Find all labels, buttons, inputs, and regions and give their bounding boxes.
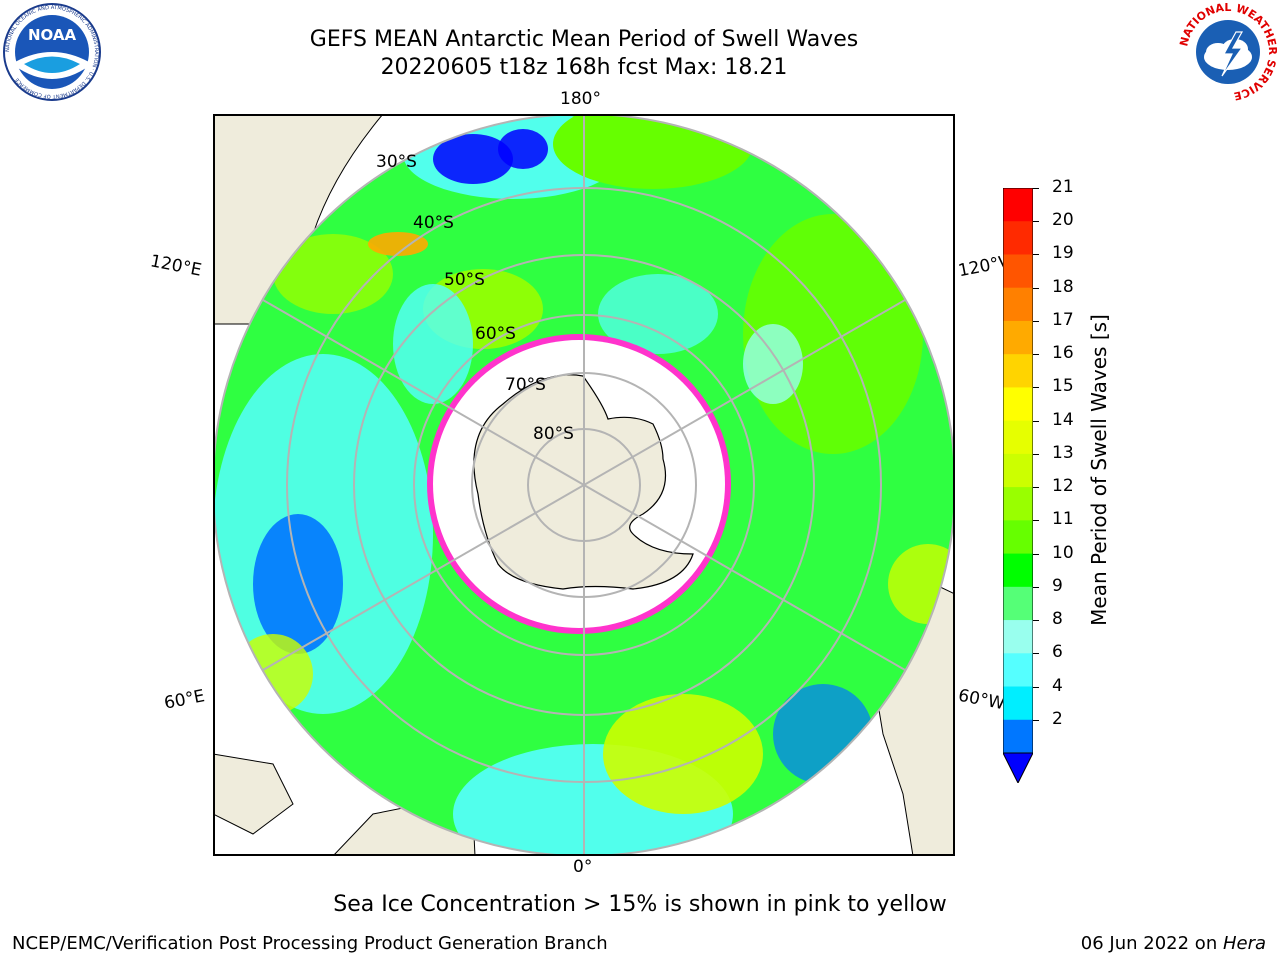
lon-label-0: 0°: [573, 857, 593, 877]
colorbar-segment: [1003, 487, 1033, 521]
colorbar-tick-label: 19: [1052, 243, 1074, 264]
colorbar-tick-label: 16: [1052, 343, 1074, 364]
colorbar-tick-mark: [1033, 520, 1039, 522]
colorbar-segment: [1003, 586, 1033, 621]
colorbar-segment: [1003, 287, 1033, 322]
land-africa-island: [213, 753, 294, 835]
colorbar-tick-mark: [1033, 320, 1039, 322]
colorbar-tick-mark: [1033, 420, 1039, 422]
colorbar-segment: [1003, 420, 1033, 455]
noaa-logo: NOAA NATIONAL OCEANIC AND ATMOSPHERIC AD…: [2, 2, 102, 102]
colorbar-tick-label: 12: [1052, 476, 1074, 497]
lat-label-40s: 40°S: [413, 213, 454, 233]
colorbar-tick-label: 10: [1052, 542, 1074, 563]
colorbar-segment: [1003, 653, 1033, 688]
colorbar-extend-triangle: [1002, 752, 1034, 785]
lon-label-60e: 60°E: [162, 686, 207, 714]
colorbar-segment: [1003, 254, 1033, 289]
colorbar-tick-mark: [1033, 453, 1039, 455]
sea-ice-caption: Sea Ice Concentration > 15% is shown in …: [333, 892, 947, 917]
colorbar-tick-label: 2: [1052, 708, 1063, 729]
colorbar-tick-mark: [1033, 586, 1039, 588]
footer-branch: NCEP/EMC/Verification Post Processing Pr…: [12, 933, 608, 954]
lon-label-120e: 120°E: [148, 251, 204, 281]
colorbar-tick-label: 9: [1052, 575, 1063, 596]
colorbar-tick-label: 4: [1052, 675, 1063, 696]
colorbar-tick-mark: [1033, 254, 1039, 256]
colorbar-segment: [1003, 320, 1033, 355]
colorbar-tick-mark: [1033, 620, 1039, 622]
colorbar-segment: [1003, 453, 1033, 488]
colorbar-tick-mark: [1033, 221, 1039, 223]
colorbar-tick-label: 21: [1052, 177, 1074, 197]
footer-date: 06 Jun 2022 on Hera: [1081, 933, 1266, 954]
colorbar-tick-mark: [1033, 653, 1039, 655]
colorbar-tick-mark: [1033, 188, 1039, 189]
colorbar-segment: [1003, 686, 1033, 721]
colorbar-tick-mark: [1033, 354, 1039, 356]
lat-label-50s: 50°S: [444, 270, 485, 290]
footer-date-text: 06 Jun 2022 on: [1080, 933, 1223, 954]
colorbar-tick-label: 8: [1052, 609, 1063, 630]
colorbar-segment: [1003, 719, 1033, 754]
colorbar-tick-label: 13: [1052, 442, 1074, 463]
colorbar-segment: [1003, 188, 1033, 222]
colorbar-tick-label: 15: [1052, 376, 1074, 397]
colorbar-tick-label: 20: [1052, 210, 1074, 231]
colorbar-tick-label: 17: [1052, 309, 1074, 330]
lon-label-180: 180°: [560, 89, 601, 109]
colorbar-segment: [1003, 354, 1033, 388]
colorbar-tick-label: 6: [1052, 642, 1063, 663]
colorbar-tick-label: 11: [1052, 509, 1074, 530]
footer-host: Hera: [1222, 933, 1266, 954]
polar-map: [212, 113, 956, 857]
colorbar-tick-label: 14: [1052, 409, 1074, 430]
lat-label-70s: 70°S: [505, 375, 546, 395]
colorbar-tick-mark: [1033, 719, 1039, 721]
nws-logo: NATIONAL WEATHER SERVICE: [1177, 1, 1279, 103]
colorbar-tick-label: 18: [1052, 276, 1074, 297]
colorbar: [1002, 187, 1034, 785]
chart-title-line2: 20220605 t18z 168h fcst Max: 18.21: [380, 55, 788, 80]
colorbar-segment: [1003, 620, 1033, 654]
colorbar-segment: [1003, 553, 1033, 588]
polar-map-svg: [212, 113, 956, 857]
svg-text:NOAA: NOAA: [28, 26, 77, 44]
colorbar-segment: [1003, 221, 1033, 255]
colorbar-tick-mark: [1033, 487, 1039, 489]
lat-label-60s: 60°S: [475, 324, 516, 344]
colorbar-title: Mean Period of Swell Waves [s]: [1087, 314, 1111, 626]
colorbar-segment: [1003, 387, 1033, 422]
colorbar-svg: [1002, 187, 1034, 785]
lat-label-30s: 30°S: [376, 152, 417, 172]
colorbar-tick-mark: [1033, 686, 1039, 688]
chart-title-line1: GEFS MEAN Antarctic Mean Period of Swell…: [309, 27, 859, 52]
lat-label-80s: 80°S: [533, 424, 574, 444]
colorbar-tick-mark: [1033, 287, 1039, 289]
colorbar-tick-mark: [1033, 387, 1039, 389]
colorbar-segment: [1003, 520, 1033, 555]
lon-label-60w: 60°W: [956, 685, 1007, 715]
colorbar-tick-mark: [1033, 553, 1039, 555]
